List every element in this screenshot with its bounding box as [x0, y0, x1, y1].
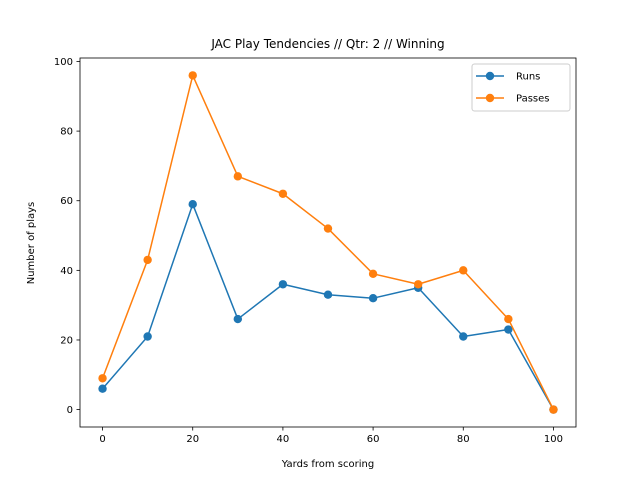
data-point-runs	[368, 293, 378, 303]
y-axis: 0 20 40 60 80 100	[54, 57, 80, 416]
plot-area	[98, 71, 558, 414]
data-point-passes	[323, 224, 333, 233]
data-point-passes	[368, 269, 378, 279]
x-tick-label: 40	[277, 434, 290, 445]
axes-frame	[79, 57, 577, 428]
data-point-passes	[549, 405, 558, 414]
y-tick-label: 60	[60, 196, 73, 207]
y-tick-label: 40	[60, 266, 73, 277]
data-point-passes	[98, 374, 107, 383]
x-axis-label: Yards from scoring	[281, 459, 374, 470]
y-tick-label: 80	[60, 127, 73, 138]
x-axis: 0 20 40 60 80 100	[99, 427, 563, 445]
y-axis-label: Number of plays	[26, 202, 37, 285]
x-tick-label: 60	[367, 434, 380, 445]
data-point-runs	[143, 332, 152, 341]
data-point-passes	[233, 172, 243, 181]
y-tick-label: 20	[60, 335, 73, 346]
legend-marker-passes	[485, 93, 495, 103]
series-line-passes	[101, 74, 555, 410]
legend-label-passes: Passes	[516, 94, 550, 105]
data-point-runs	[323, 290, 333, 299]
data-point-passes	[504, 314, 513, 324]
data-point-passes	[459, 266, 468, 275]
data-point-runs	[188, 200, 197, 209]
data-point-runs	[459, 332, 468, 341]
data-point-passes	[143, 255, 152, 265]
y-tick-label: 100	[54, 57, 73, 68]
data-point-runs	[278, 280, 288, 289]
data-point-runs	[504, 325, 513, 334]
x-tick-label: 80	[457, 434, 470, 445]
chart-title: JAC Play Tendencies // Qtr: 2 // Winning	[210, 37, 444, 51]
data-point-passes	[278, 189, 288, 198]
data-point-runs	[98, 384, 107, 393]
y-tick-label: 0	[67, 405, 73, 416]
x-tick-label: 100	[544, 434, 563, 445]
x-tick-label: 20	[186, 434, 199, 445]
data-point-passes	[188, 71, 197, 80]
legend-marker-runs	[485, 71, 495, 81]
data-point-runs	[233, 314, 243, 324]
data-point-passes	[413, 280, 423, 289]
legend-label-runs: Runs	[516, 72, 540, 83]
series-line-runs	[101, 203, 555, 410]
x-tick-label: 0	[99, 434, 105, 445]
legend: Runs Passes	[471, 63, 571, 112]
